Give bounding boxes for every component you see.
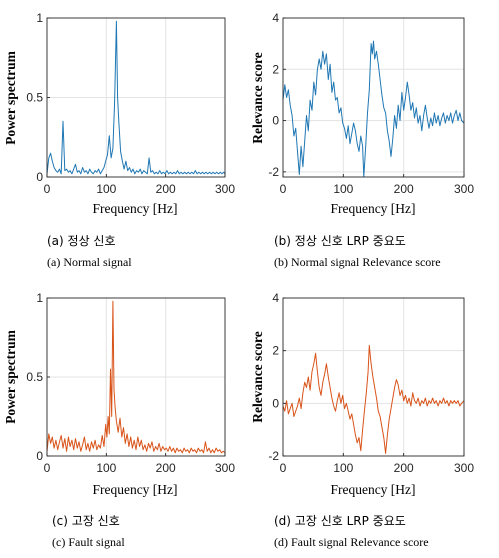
x-tick-label: 0 [44,461,51,475]
x-axis-label: Frequency [Hz] [330,482,415,497]
caption-b-korean: (b) 정상 신호 LRP 중요도 [274,234,406,248]
axes-frame [282,17,465,178]
caption-d-korean: (d) 고장 신호 LRP 중요도 [274,514,406,528]
y-axis-label: Relevance score [250,52,265,144]
y-tick-label: 4 [272,11,279,25]
caption-b-english: (b) Normal signal Relevance score [274,255,441,269]
y-axis-label: Power spectrum [3,50,18,145]
caption-a-korean: (a) 정상 신호 [47,234,116,248]
series-line-d [282,344,465,454]
series-line-b [282,40,465,178]
y-tick-label: 1 [36,291,43,305]
y-tick-label: 0.5 [26,370,43,384]
x-tick-label: 300 [454,182,474,196]
x-tick-label: 0 [280,182,287,196]
x-tick-label: 200 [394,461,414,475]
x-axis-label: Frequency [Hz] [92,482,177,497]
x-tick-label: 100 [333,182,353,196]
x-tick-label: 300 [215,182,235,196]
y-tick-label: 4 [272,291,279,305]
x-tick-label: 0 [280,461,287,475]
x-tick-label: 300 [215,461,235,475]
chart-panel-c: 0 100 200 300 0 0.5 1 Frequency [Hz] Power spect… [3,291,235,497]
caption-a-english: (a) Normal signal [47,255,132,269]
axes-frame [282,297,465,457]
y-tick-label: 0 [36,449,43,463]
y-axis-label: Power spectrum [3,329,18,424]
y-tick-label: 0 [272,396,279,410]
caption-c-english: (c) Fault signal [52,535,125,549]
y-tick-label: 0.5 [26,91,43,105]
x-tick-label: 0 [44,182,51,196]
x-tick-label: 100 [96,182,116,196]
y-tick-label: 1 [36,11,43,25]
x-tick-label: 300 [454,461,474,475]
x-axis-label: Frequency [Hz] [92,201,177,216]
series-line-c [46,300,226,454]
y-axis-label: Relevance score [250,331,265,423]
y-tick-label: -2 [268,165,279,179]
y-tick-label: 0 [272,114,279,128]
x-tick-label: 100 [96,461,116,475]
y-tick-label: 2 [272,344,279,358]
x-tick-label: 200 [394,182,414,196]
chart-panel-a: 0 100 200 300 0 0.5 1 Frequency [Hz] Power spect… [3,11,235,216]
series-line-a [46,20,226,175]
x-tick-label: 200 [156,461,176,475]
x-tick-label: 100 [333,461,353,475]
y-tick-label: -2 [268,449,279,463]
y-tick-label: 2 [272,62,279,76]
caption-c-korean: (c) 고장 신호 [52,514,120,528]
y-tick-label: 0 [36,170,43,184]
x-axis-label: Frequency [Hz] [330,201,415,216]
x-tick-label: 200 [156,182,176,196]
caption-d-english: (d) Fault signal Relevance score [274,535,429,549]
